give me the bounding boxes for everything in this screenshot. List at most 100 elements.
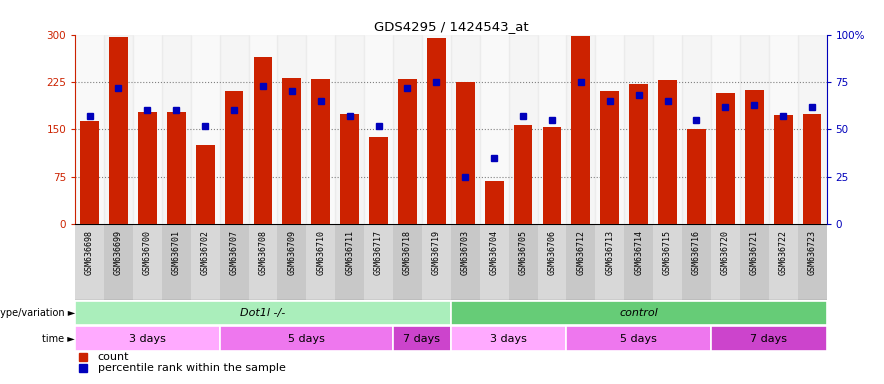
Bar [191, 35, 219, 224]
Text: 5 days: 5 days [288, 334, 324, 344]
Text: percentile rank within the sample: percentile rank within the sample [98, 363, 286, 373]
Bar [109, 37, 128, 224]
Text: Dot1l -/-: Dot1l -/- [240, 308, 286, 318]
Bar [682, 35, 711, 224]
Bar [797, 224, 827, 300]
Text: GSM636711: GSM636711 [345, 230, 354, 275]
Bar [75, 35, 104, 224]
Text: GSM636703: GSM636703 [461, 230, 469, 275]
Bar [797, 35, 827, 224]
Bar [571, 36, 591, 224]
Bar [456, 82, 475, 224]
Title: GDS4295 / 1424543_at: GDS4295 / 1424543_at [374, 20, 528, 33]
Bar [567, 326, 711, 351]
Text: GSM636704: GSM636704 [490, 230, 499, 275]
Text: GSM636716: GSM636716 [692, 230, 701, 275]
Text: 7 days: 7 days [403, 334, 440, 344]
Bar [195, 145, 215, 224]
Bar [225, 91, 243, 224]
Bar [393, 326, 451, 351]
Bar [393, 224, 422, 300]
Bar [653, 224, 682, 300]
Text: GSM636708: GSM636708 [258, 230, 268, 275]
Bar [595, 35, 624, 224]
Bar [451, 301, 827, 325]
Bar [75, 326, 219, 351]
Bar [219, 224, 248, 300]
Bar [451, 326, 567, 351]
Bar [769, 224, 797, 300]
Text: GSM636700: GSM636700 [143, 230, 152, 275]
Bar [422, 35, 451, 224]
Bar [624, 35, 653, 224]
Text: GSM636717: GSM636717 [374, 230, 383, 275]
Text: GSM636701: GSM636701 [171, 230, 181, 275]
Bar [769, 35, 797, 224]
Text: 3 days: 3 days [491, 334, 527, 344]
Bar [283, 78, 301, 224]
Bar [80, 121, 99, 224]
Text: GSM636710: GSM636710 [316, 230, 325, 275]
Text: GSM636722: GSM636722 [779, 230, 788, 275]
Bar [335, 35, 364, 224]
Text: 3 days: 3 days [129, 334, 166, 344]
Text: GSM636714: GSM636714 [634, 230, 644, 275]
Bar [398, 79, 417, 224]
Bar [451, 224, 480, 300]
Text: genotype/variation ►: genotype/variation ► [0, 308, 75, 318]
Bar [335, 224, 364, 300]
Text: control: control [620, 308, 658, 318]
Bar [162, 35, 191, 224]
Bar [803, 114, 821, 224]
Bar [629, 84, 648, 224]
Bar [75, 301, 451, 325]
Text: count: count [98, 352, 129, 362]
Bar [600, 91, 619, 224]
Bar [740, 224, 769, 300]
Text: time ►: time ► [42, 334, 75, 344]
Bar [543, 127, 561, 224]
Bar [567, 224, 595, 300]
Text: GSM636713: GSM636713 [606, 230, 614, 275]
Text: 5 days: 5 days [621, 334, 657, 344]
Bar [370, 137, 388, 224]
Text: GSM636707: GSM636707 [230, 230, 239, 275]
Text: GSM636702: GSM636702 [201, 230, 210, 275]
Bar [740, 35, 769, 224]
Bar [480, 35, 508, 224]
Bar [75, 224, 104, 300]
Bar [595, 224, 624, 300]
Text: GSM636720: GSM636720 [720, 230, 730, 275]
Bar [537, 224, 567, 300]
Bar [364, 224, 393, 300]
Bar [162, 224, 191, 300]
Bar [307, 224, 335, 300]
Bar [508, 224, 537, 300]
Bar [191, 224, 219, 300]
Bar [248, 35, 278, 224]
Text: 7 days: 7 days [751, 334, 788, 344]
Bar [567, 35, 595, 224]
Bar [682, 224, 711, 300]
Text: GSM636709: GSM636709 [287, 230, 296, 275]
Bar [624, 224, 653, 300]
Bar [659, 80, 677, 224]
Text: GSM636699: GSM636699 [114, 230, 123, 275]
Text: GSM636712: GSM636712 [576, 230, 585, 275]
Bar [167, 112, 186, 224]
Text: GSM636706: GSM636706 [547, 230, 557, 275]
Bar [278, 35, 307, 224]
Text: GSM636705: GSM636705 [519, 230, 528, 275]
Bar [104, 35, 133, 224]
Bar [774, 116, 793, 224]
Bar [716, 93, 735, 224]
Bar [104, 224, 133, 300]
Bar [340, 114, 359, 224]
Bar [514, 125, 532, 224]
Bar [422, 224, 451, 300]
Bar [393, 35, 422, 224]
Text: GSM636721: GSM636721 [750, 230, 758, 275]
Bar [711, 224, 740, 300]
Bar [687, 129, 706, 224]
Bar [278, 224, 307, 300]
